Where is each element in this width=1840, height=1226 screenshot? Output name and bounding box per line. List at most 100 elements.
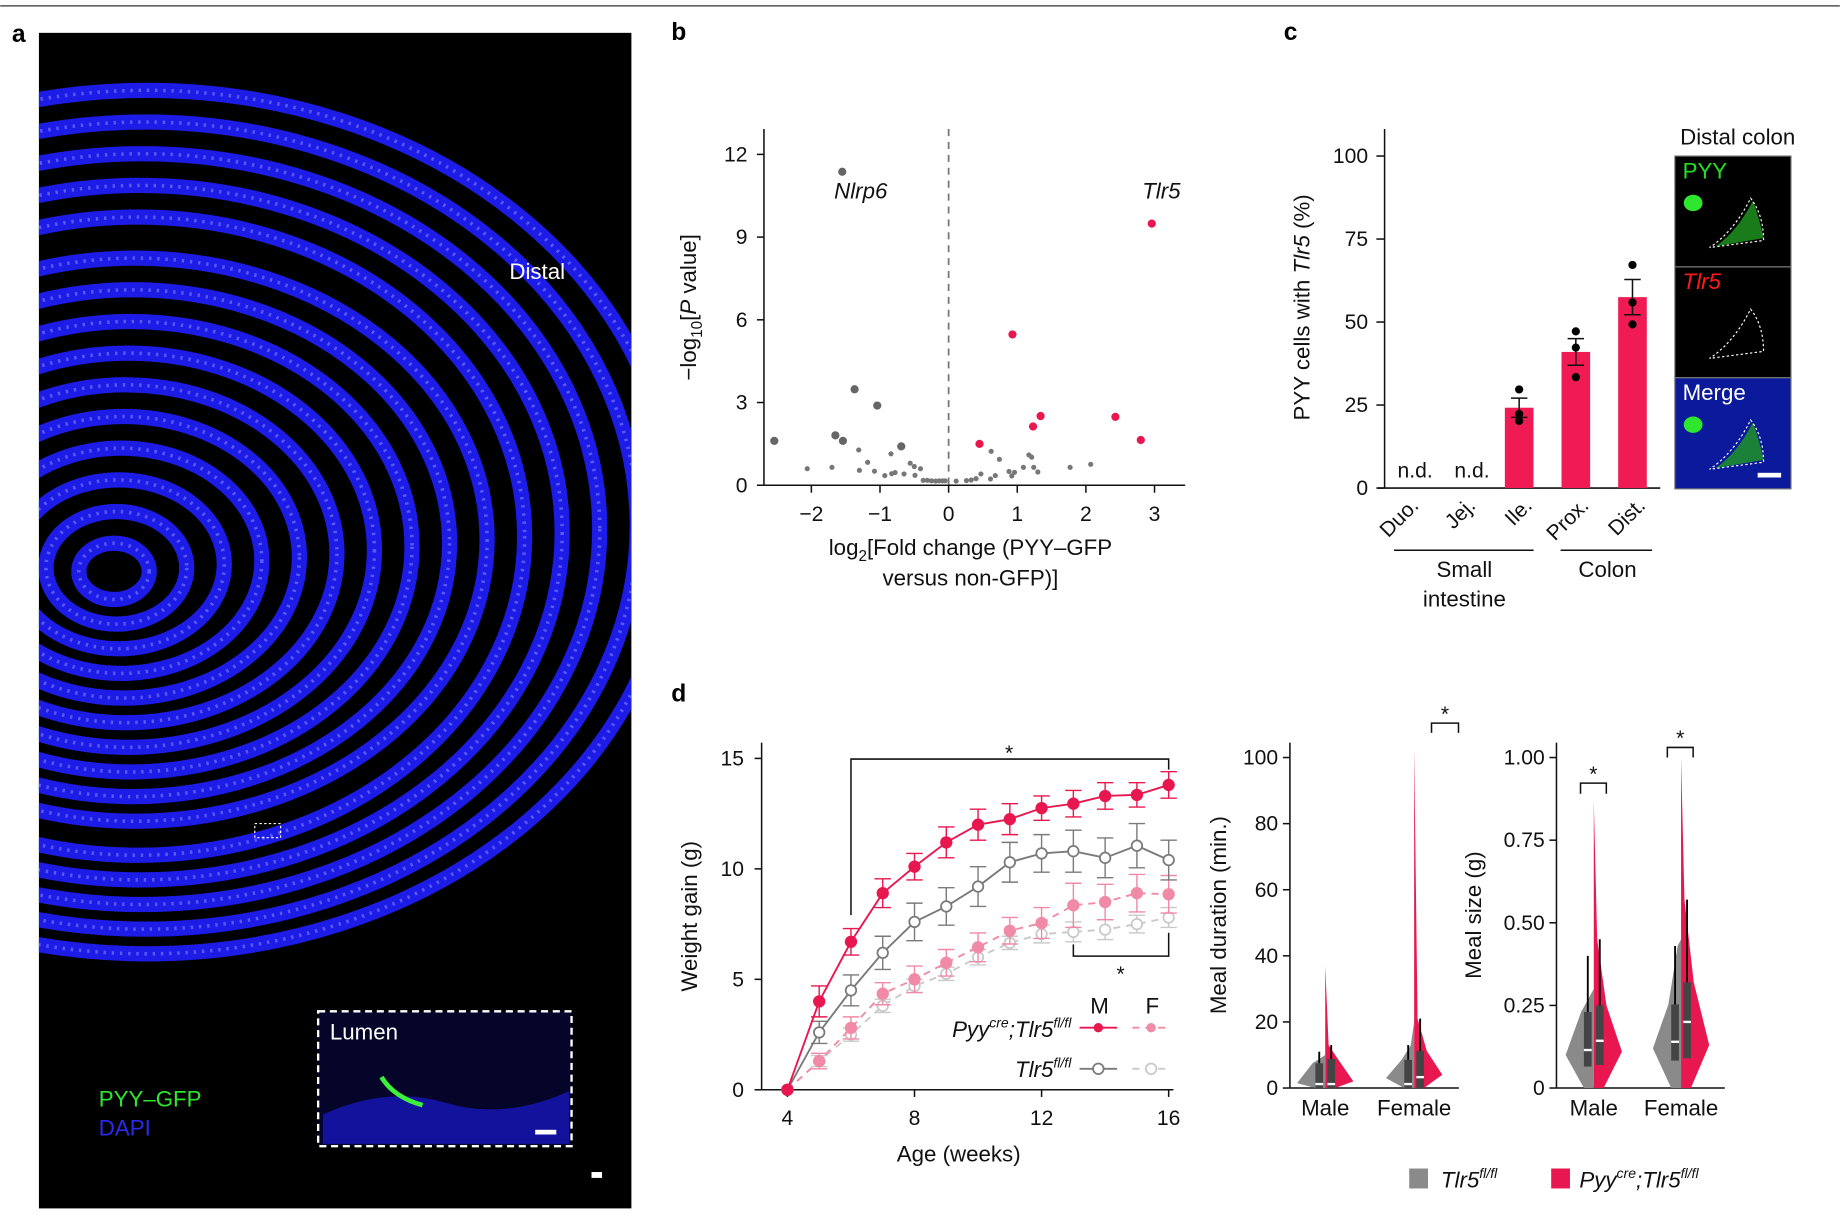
category-label: Prox. — [1542, 494, 1593, 545]
y-tick-label: 0 — [1266, 1077, 1278, 1100]
x-tick-label: 0 — [943, 503, 955, 526]
x-tick-label: 2 — [1080, 503, 1092, 526]
meal-duration-violin: 0 20 40 60 80 100 Male Female * — [1243, 703, 1460, 1121]
data-point-ns — [987, 476, 994, 482]
data-point-down — [897, 442, 906, 451]
legend-text-part: fl/fl — [1053, 1055, 1072, 1071]
data-point — [1035, 847, 1048, 860]
tissue-nuclei — [38, 183, 564, 882]
x-tick-label: 12 — [1030, 1107, 1053, 1130]
tissue-nuclei — [38, 215, 527, 857]
data-point-ns — [856, 467, 862, 473]
data-point-ns — [988, 448, 994, 454]
data-point-ns — [1031, 464, 1037, 470]
data-point-ns — [963, 477, 970, 484]
data-point-ns — [892, 469, 898, 476]
error-bar — [1567, 337, 1585, 366]
tissue-nuclei — [77, 541, 151, 602]
tissue-nuclei — [38, 256, 489, 823]
data-point — [1035, 801, 1048, 815]
x-tick-label: −2 — [799, 503, 823, 526]
data-point — [1098, 895, 1112, 909]
data-point — [844, 984, 858, 997]
y-tick-label: 0.75 — [1504, 829, 1545, 852]
error-bar — [1624, 278, 1641, 316]
y-tick-label: 100 — [1243, 747, 1278, 770]
y-tick-label: 5 — [732, 968, 744, 991]
colon-swiss-roll-tissue — [38, 82, 632, 962]
x-tick-label: 4 — [782, 1107, 794, 1130]
data-point — [1628, 260, 1637, 270]
group-label: Colon — [1578, 557, 1636, 582]
box — [1671, 1004, 1679, 1061]
x-tick-label: −1 — [868, 503, 892, 526]
data-point — [1130, 917, 1144, 931]
box — [1583, 1012, 1592, 1067]
pyy-cell-signal — [1715, 422, 1764, 469]
data-point-ns — [996, 456, 1002, 462]
category-label: Female — [1377, 1096, 1451, 1121]
data-point-ns — [1088, 461, 1094, 467]
pyy-cell-signal — [1715, 200, 1764, 247]
data-point — [1003, 924, 1016, 937]
y-tick-label: 0 — [1356, 477, 1368, 500]
gene-annotation: Tlr5 — [1142, 179, 1181, 204]
data-point-down — [873, 401, 882, 410]
data-point — [1628, 320, 1637, 329]
legend-swatch-pyy — [1551, 1168, 1570, 1189]
y-tick-label: 9 — [736, 226, 748, 249]
legend-label-pyy: Pyycre;Tlr5fl/fl — [1579, 1165, 1699, 1192]
data-point-ns — [1029, 454, 1035, 460]
significance-star: * — [1589, 763, 1597, 786]
data-point-ns — [973, 476, 979, 482]
significance-bracket-female — [1072, 932, 1170, 957]
y-tick-label: 40 — [1255, 945, 1278, 968]
bar-chart: 0 25 50 75 100 n.d. Duo. n.d. Jej. Ile. Prox. Dist.… — [1333, 129, 1661, 612]
tissue-ring — [38, 82, 632, 962]
x-tick-label: 1 — [1011, 503, 1023, 526]
y-tick-label: 75 — [1345, 228, 1368, 251]
data-point — [1003, 856, 1016, 869]
y-tick-label: 0 — [736, 474, 748, 497]
distal-colon-images: PYY Tlr5 Merge — [1674, 155, 1792, 490]
data-point — [1130, 887, 1144, 900]
category-label: Dist. — [1604, 494, 1650, 540]
data-point — [1035, 916, 1048, 930]
data-point-ns — [888, 451, 894, 457]
box — [1315, 1063, 1324, 1089]
data-point — [844, 1021, 858, 1035]
data-point — [1130, 839, 1144, 852]
category-label: Jej. — [1441, 494, 1480, 533]
legend-text-part: fl/fl — [1053, 1015, 1072, 1031]
data-point — [1067, 797, 1080, 810]
data-point — [781, 1083, 794, 1096]
data-point-ns — [1035, 469, 1041, 475]
bar — [1618, 297, 1647, 489]
data-point-up — [1008, 330, 1017, 339]
meal-duration-y-label: Meal duration (min.) — [1206, 816, 1231, 1014]
channel-label-pyy-gfp: PYY–GFP — [99, 1086, 202, 1111]
legend-marker-tlr5-male — [1092, 1062, 1105, 1075]
data-point-ns — [1006, 468, 1012, 475]
data-point — [908, 860, 921, 873]
category-label: Female — [1644, 1096, 1718, 1121]
data-point — [876, 887, 889, 900]
y-tick-label: 10 — [721, 858, 744, 881]
y-tick-label: 15 — [721, 747, 744, 770]
significance-bracket — [1666, 746, 1694, 758]
data-point-ns — [928, 478, 935, 484]
lumen-inset: Lumen — [316, 1010, 573, 1148]
legend-marker-pyy-male — [1093, 1023, 1104, 1033]
panel-label-a: a — [12, 21, 26, 48]
meal-size-y-label: Meal size (g) — [1461, 851, 1486, 979]
legend-marker-tlr5-female — [1144, 1062, 1158, 1075]
data-point — [1162, 911, 1175, 924]
data-point-up — [1136, 435, 1145, 445]
legend-text-part: ; — [1009, 1017, 1015, 1042]
box — [1595, 1005, 1604, 1065]
data-point — [1628, 298, 1637, 307]
data-point-up — [1111, 412, 1120, 421]
legend-text-part: Tlr5 — [1015, 1017, 1054, 1042]
pyy-cell — [379, 1075, 424, 1108]
